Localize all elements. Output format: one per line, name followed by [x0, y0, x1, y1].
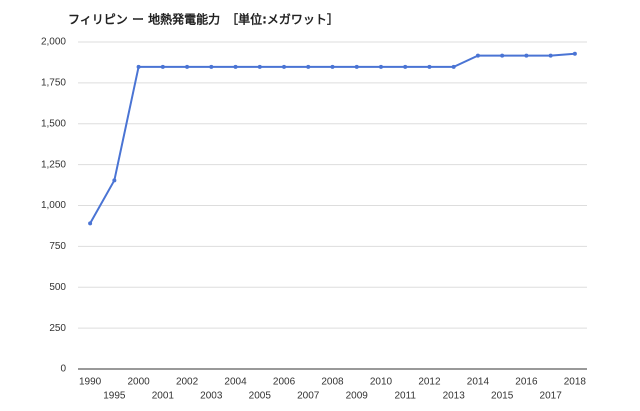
x-tick-label: 2001	[152, 391, 175, 402]
x-tick-label: 2016	[515, 377, 538, 388]
x-tick-label: 2004	[224, 377, 247, 388]
x-tick-label: 2000	[127, 377, 150, 388]
x-tick-label: 2015	[491, 391, 514, 402]
point	[112, 178, 117, 183]
point	[427, 64, 432, 69]
point	[209, 64, 214, 69]
y-tick-label: 250	[49, 323, 66, 334]
point	[306, 64, 311, 69]
y-tick-label: 0	[60, 364, 66, 375]
point	[185, 64, 190, 69]
x-tick-label: 2009	[346, 391, 369, 402]
point	[233, 64, 238, 69]
x-tick-label: 2018	[564, 377, 587, 388]
point	[136, 64, 141, 69]
x-tick-label: 1995	[103, 391, 126, 402]
x-tick-label: 2010	[370, 377, 393, 388]
x-tick-label: 2013	[443, 391, 466, 402]
x-tick-label: 2005	[249, 391, 272, 402]
y-tick-label: 500	[49, 282, 66, 293]
x-tick-label: 1990	[79, 377, 102, 388]
x-tick-label: 2006	[273, 377, 296, 388]
point	[88, 221, 93, 226]
point	[451, 64, 456, 69]
point	[403, 64, 408, 69]
x-tick-label: 2011	[394, 391, 416, 402]
x-tick-label: 2007	[297, 391, 320, 402]
point	[354, 64, 359, 69]
chart-title: フィリピン ー 地熱発電能力 ［単位:メガワット］	[68, 12, 339, 27]
point	[330, 64, 335, 69]
point	[524, 53, 529, 58]
point	[500, 53, 505, 58]
y-tick-label: 1,250	[41, 159, 66, 170]
y-tick-label: 1,750	[41, 78, 66, 89]
x-tick-label: 2008	[321, 377, 344, 388]
point	[160, 64, 165, 69]
point	[475, 53, 480, 58]
point	[282, 64, 287, 69]
point	[572, 51, 577, 56]
point	[548, 53, 553, 58]
y-tick-label: 1,000	[41, 200, 66, 211]
x-tick-label: 2017	[540, 391, 563, 402]
point	[257, 64, 262, 69]
line	[89, 52, 575, 224]
x-tick-label: 2012	[418, 377, 441, 388]
x-tick-label: 2002	[176, 377, 199, 388]
point	[378, 64, 383, 69]
y-tick-label: 2,000	[41, 37, 66, 48]
y-tick-label: 1,500	[41, 118, 66, 129]
x-tick-label: 2003	[200, 391, 223, 402]
y-tick-label: 750	[49, 241, 66, 252]
x-tick-label: 2014	[467, 377, 490, 388]
